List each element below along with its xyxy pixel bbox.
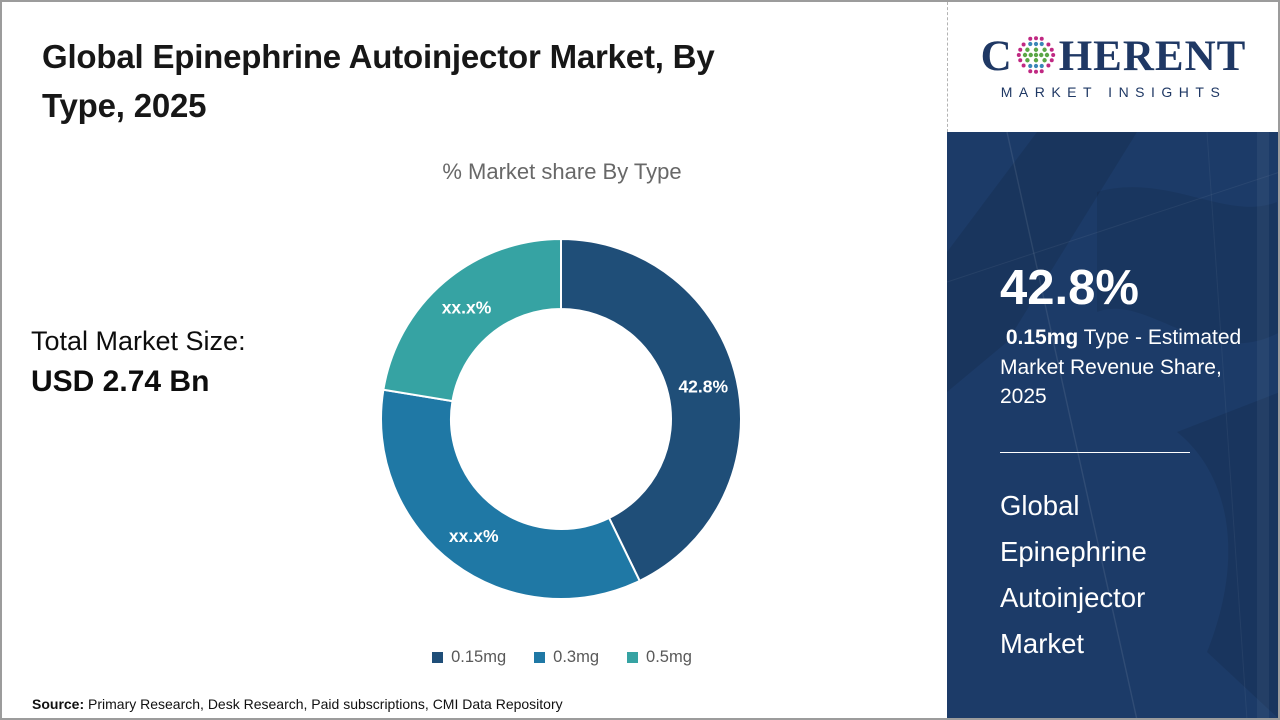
donut-slice-0.3mg	[380, 388, 642, 600]
legend-item-0.5mg: 0.5mg	[627, 648, 692, 667]
legend-swatch-0.3mg	[534, 652, 546, 663]
divider-line	[1000, 451, 1190, 453]
chart-title: % Market share By Type	[442, 159, 682, 184]
globe-dots-icon	[1016, 36, 1055, 74]
slice-label-0.3mg: xx.x%	[449, 526, 499, 546]
page-title-line: Global Epinephrine Autoinjector Market, …	[42, 38, 715, 75]
source-label: Source:	[32, 696, 85, 712]
legend-item-0.3mg: 0.3mg	[534, 648, 599, 667]
slice-label-0.5mg: xx.x%	[442, 298, 492, 318]
market-name-line: Global	[1000, 489, 1080, 521]
stat-value: 42.8%	[1000, 261, 1139, 315]
total-market-size-label: Total Market Size:	[31, 326, 246, 356]
page-title: Global Epinephrine Autoinjector Market, …	[42, 32, 902, 130]
stat-description: 0.15mg Type - Estimated Market Revenue S…	[1000, 323, 1250, 412]
legend-label-0.5mg: 0.5mg	[646, 648, 692, 666]
total-market-size: Total Market Size: USD 2.74 Bn	[31, 326, 246, 399]
logo-wordmark: C HERENT	[981, 34, 1247, 78]
slice-label-0.15mg: 42.8%	[678, 376, 728, 396]
market-name: Global Epinephrine Autoinjector Market	[1000, 483, 1250, 667]
page-title-line: Type, 2025	[42, 87, 207, 124]
total-market-size-value: USD 2.74 Bn	[31, 365, 210, 398]
stat-description-rest: Type - Estimated Market Revenue Share, 2…	[1000, 326, 1248, 408]
market-name-line: Market	[1000, 627, 1085, 659]
market-name-line: Autoinjector	[1000, 581, 1146, 613]
stat-description-bold: 0.15mg	[1000, 326, 1079, 349]
brand-logo: C HERENT MARKET INSIGHTS	[947, 2, 1278, 132]
source-note: Source: Primary Research, Desk Research,…	[32, 696, 563, 712]
chart-legend: 0.15mg 0.3mg 0.5mg	[192, 648, 932, 667]
logo-letters-herent: HERENT	[1058, 32, 1247, 80]
logo-tagline: MARKET INSIGHTS	[1000, 84, 1227, 100]
legend-item-0.15mg: 0.15mg	[432, 648, 506, 667]
market-name-line: Epinephrine	[1000, 535, 1147, 567]
donut-chart: 42.8% xx.x% xx.x%	[380, 237, 742, 600]
donut-slice-0.5mg	[382, 237, 562, 403]
donut-slice-0.15mg	[560, 237, 742, 583]
source-text: Primary Research, Desk Research, Paid su…	[84, 696, 563, 712]
legend-label-0.3mg: 0.3mg	[553, 648, 600, 666]
world-map-texture	[947, 132, 1278, 718]
legend-swatch-0.5mg	[627, 652, 639, 663]
logo-letter-c: C	[980, 32, 1013, 80]
legend-swatch-0.15mg	[432, 652, 444, 663]
legend-label-0.15mg: 0.15mg	[451, 648, 507, 666]
sidebar: 42.8% 0.15mg Type - Estimated Market Rev…	[947, 132, 1278, 718]
